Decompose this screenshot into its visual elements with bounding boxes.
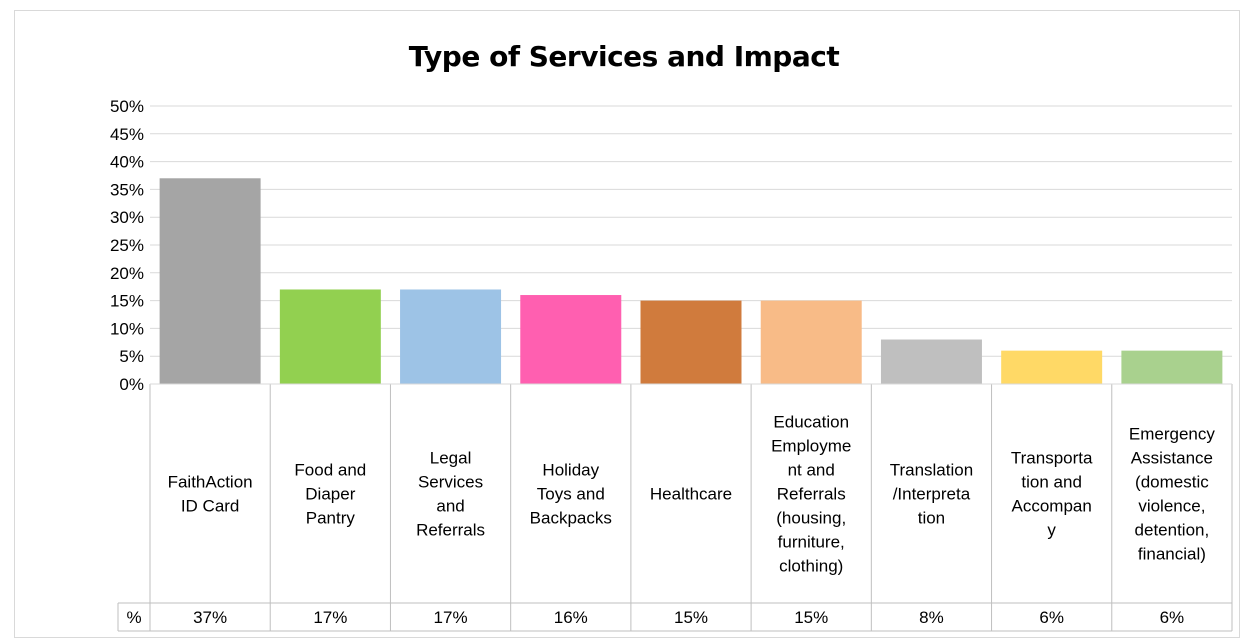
y-tick-label: 30% (110, 208, 144, 227)
category-label: Emergency (1129, 425, 1215, 444)
category-label: Transporta (1011, 449, 1093, 468)
data-label: 6% (1160, 608, 1185, 627)
category-label: Services (418, 473, 483, 492)
data-label: 15% (674, 608, 708, 627)
category-label: y (1047, 521, 1056, 540)
category-label: detention, (1135, 521, 1210, 540)
category-label: Diaper (305, 485, 355, 504)
bar (520, 295, 622, 384)
bar (400, 289, 502, 384)
category-label: (domestic (1135, 473, 1209, 492)
table-row-label: % (126, 608, 141, 627)
category-label: Healthcare (650, 485, 732, 504)
category-label: Legal (430, 449, 472, 468)
category-label: tion and (1021, 473, 1082, 492)
category-label: tion (918, 509, 945, 528)
data-label: 15% (794, 608, 828, 627)
bar (640, 300, 742, 384)
category-label: clothing) (779, 557, 843, 576)
category-label: /Interpreta (893, 485, 971, 504)
category-label: Assistance (1131, 449, 1213, 468)
category-label: Employme (771, 437, 851, 456)
category-label: Translation (890, 461, 973, 480)
bar (760, 300, 862, 384)
bar (1121, 350, 1223, 384)
bar (1001, 350, 1103, 384)
bar (880, 339, 982, 384)
category-label: Referrals (777, 485, 846, 504)
bar (159, 178, 261, 384)
category-label: FaithAction (168, 473, 253, 492)
data-label: 6% (1039, 608, 1064, 627)
category-label: nt and (788, 461, 835, 480)
category-label: (housing, (776, 509, 846, 528)
data-label: 17% (434, 608, 468, 627)
y-tick-label: 5% (119, 347, 144, 366)
y-tick-label: 0% (119, 375, 144, 394)
category-label: Education (773, 413, 849, 432)
data-label: 17% (313, 608, 347, 627)
bar (279, 289, 381, 384)
category-label: and (436, 497, 464, 516)
y-tick-label: 15% (110, 292, 144, 311)
y-tick-label: 20% (110, 264, 144, 283)
category-label: financial) (1138, 545, 1206, 564)
data-label: 37% (193, 608, 227, 627)
category-label: Pantry (306, 509, 356, 528)
category-label: ID Card (181, 497, 240, 516)
category-label: Food and (294, 461, 366, 480)
y-tick-label: 35% (110, 180, 144, 199)
category-label: violence, (1138, 497, 1205, 516)
category-label: Backpacks (530, 509, 612, 528)
y-tick-label: 40% (110, 153, 144, 172)
y-tick-label: 50% (110, 97, 144, 116)
category-label: furniture, (778, 533, 845, 552)
y-tick-label: 10% (110, 319, 144, 338)
category-label: Accompan (1012, 497, 1092, 516)
category-label: Holiday (542, 461, 599, 480)
chart-title: Type of Services and Impact (408, 40, 840, 73)
category-label: Referrals (416, 521, 485, 540)
data-label: 8% (919, 608, 944, 627)
data-label: 16% (554, 608, 588, 627)
y-tick-label: 25% (110, 236, 144, 255)
category-label: Toys and (537, 485, 605, 504)
y-tick-label: 45% (110, 125, 144, 144)
